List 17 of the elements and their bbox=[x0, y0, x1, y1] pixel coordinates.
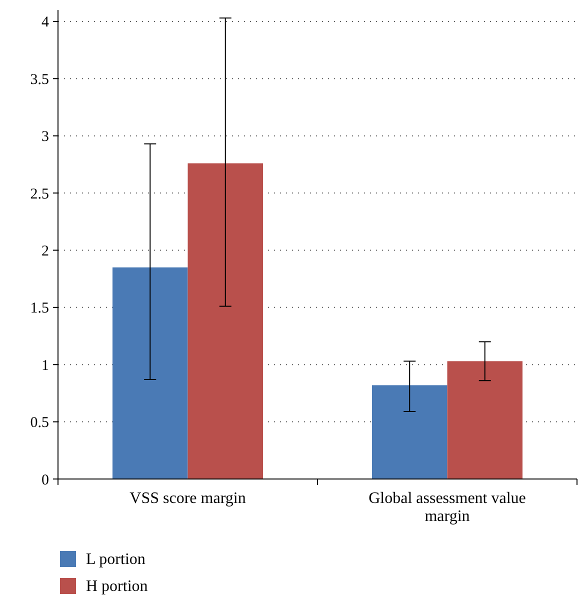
y-tick-label: 2.5 bbox=[30, 186, 49, 202]
legend-label: H portion bbox=[86, 578, 148, 595]
y-tick-label: 3 bbox=[42, 129, 49, 146]
bar bbox=[447, 361, 523, 479]
y-tick-label: 1.5 bbox=[30, 300, 49, 317]
bar bbox=[372, 385, 448, 479]
y-tick-label: 0 bbox=[42, 472, 49, 488]
y-tick-label: 2 bbox=[42, 243, 49, 260]
y-tick-label: 3.5 bbox=[30, 72, 49, 88]
bar bbox=[112, 267, 188, 479]
y-tick-label: 1 bbox=[42, 358, 49, 374]
y-tick-label: 0.5 bbox=[30, 415, 49, 432]
legend-label: L portion bbox=[86, 551, 146, 568]
x-tick-label: VSS score margin bbox=[130, 490, 246, 507]
bar bbox=[188, 163, 264, 479]
x-tick-label: Global assessment value margin bbox=[368, 490, 526, 525]
y-tick-label: 4 bbox=[42, 14, 50, 31]
